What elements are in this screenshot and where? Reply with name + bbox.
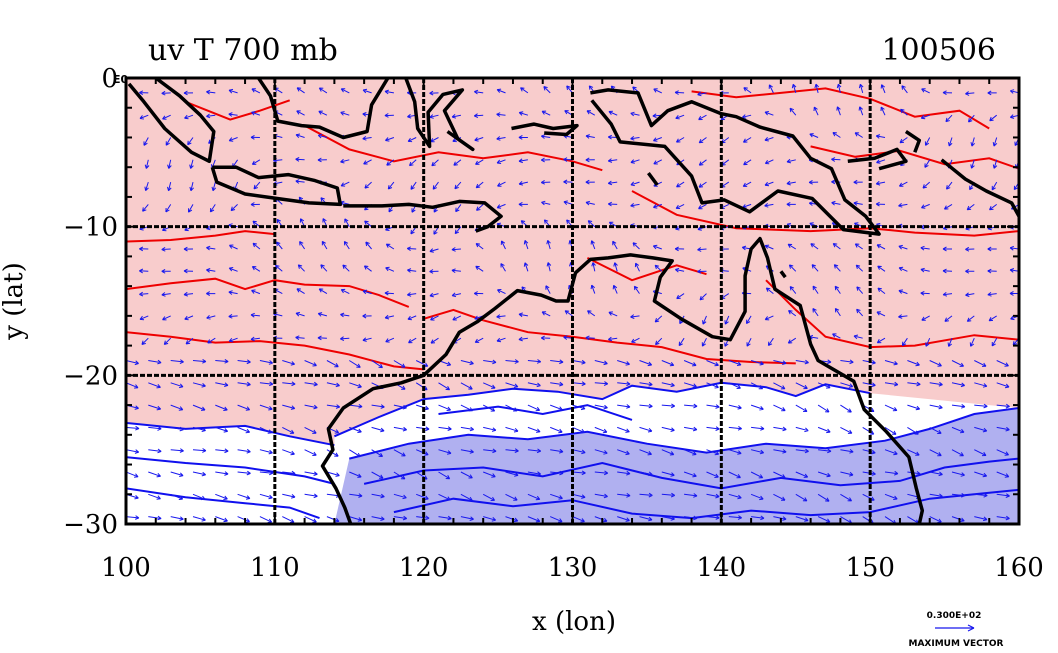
warm-contour-8 [423,308,484,322]
cold-contour-7 [438,404,633,421]
date-label: 100506 [881,33,996,68]
plot-area [126,78,1019,524]
y-tick-label: −10 [63,213,118,243]
cold-contour-1 [126,456,335,485]
cold-contour-0 [126,421,335,447]
coastline-3 [210,165,343,207]
x-tick-label: 150 [845,553,895,583]
coastline-11 [940,158,1019,218]
max-vector-caption: MAXIMUM VECTOR [908,639,1003,649]
axis-ticks: 100 110 120 130 140 150 160 0 −10 −20 −30 E0 [63,64,1044,583]
warm-contour-1 [126,331,424,371]
y-tick-suffix: E0 [113,73,129,86]
coastline-13 [779,270,787,279]
coastline-0 [320,373,425,524]
coastline-9 [847,147,908,171]
x-tick-label: 140 [697,553,747,583]
cold-contour-2 [126,487,320,520]
cold-contour-3 [334,381,871,438]
warm-contour-2 [126,230,275,243]
max-vector-value: 0.300E+02 [927,611,982,621]
x-tick-label: 100 [101,553,151,583]
contour-layer [126,87,1019,520]
y-tick-label: −30 [63,510,118,540]
maximum-vector-key: 0.300E+02 MAXIMUM VECTOR [908,611,1003,649]
coastline-4 [257,78,390,140]
chart-title: uv T 700 mb [148,33,338,68]
coastline-2 [127,78,216,164]
x-tick-label: 130 [548,553,598,583]
x-tick-label: 160 [994,553,1044,583]
coastline-10 [904,130,922,153]
y-axis-label: y (lat) [0,262,29,341]
coastline-5 [404,78,475,152]
warm-contour-0 [126,277,410,308]
wind-vector-field [126,83,1019,524]
x-tick-label: 120 [399,553,449,583]
coastline-layer [127,78,1019,524]
warm-contour-10 [691,87,990,130]
warm-contour-5 [631,190,1019,237]
coastline-8 [590,88,881,236]
max-vector-arrowhead [967,624,975,632]
warm-contour-11 [810,145,1019,170]
wind-vectors [126,83,1019,524]
warm-contour-7 [482,319,796,365]
x-axis-label: x (lon) [532,607,616,637]
coastline-1 [422,236,925,524]
coastline-12 [646,172,659,187]
coastline-6 [343,199,503,233]
warm-contour-9 [586,257,707,282]
grid-lines [126,78,1019,524]
cold-contour-4 [349,407,1019,460]
y-tick-label: −20 [63,361,118,391]
cold-region-fill [334,408,1019,524]
coastline-7 [511,122,579,137]
x-tick-label: 110 [250,553,300,583]
y-tick-label: 0 [101,64,118,94]
